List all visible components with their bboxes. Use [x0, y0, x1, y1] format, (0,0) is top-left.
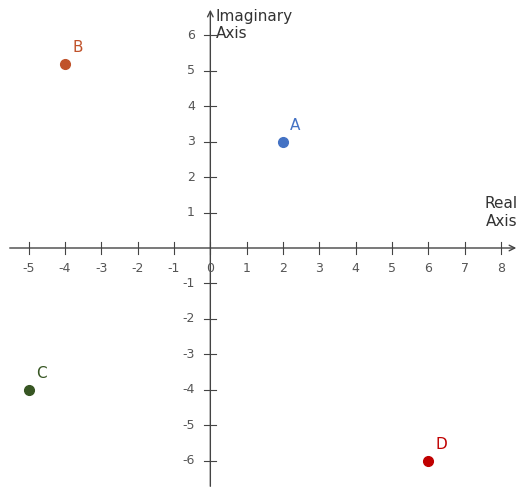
- Text: -1: -1: [183, 277, 195, 290]
- Text: 1: 1: [187, 206, 195, 219]
- Text: -4: -4: [59, 262, 71, 275]
- Text: 8: 8: [497, 262, 505, 275]
- Text: -3: -3: [95, 262, 107, 275]
- Text: D: D: [436, 437, 447, 452]
- Text: Real
Axis: Real Axis: [484, 196, 517, 229]
- Text: 5: 5: [388, 262, 396, 275]
- Text: -6: -6: [183, 454, 195, 467]
- Text: -2: -2: [183, 312, 195, 325]
- Text: -5: -5: [183, 419, 195, 432]
- Text: B: B: [72, 40, 83, 55]
- Text: -5: -5: [23, 262, 35, 275]
- Text: 4: 4: [187, 100, 195, 113]
- Text: 7: 7: [461, 262, 469, 275]
- Text: 0: 0: [206, 262, 214, 275]
- Text: -2: -2: [132, 262, 144, 275]
- Text: A: A: [290, 118, 301, 133]
- Text: 6: 6: [424, 262, 432, 275]
- Text: 2: 2: [187, 171, 195, 184]
- Text: 1: 1: [242, 262, 250, 275]
- Text: 4: 4: [352, 262, 360, 275]
- Text: -3: -3: [183, 348, 195, 361]
- Text: Imaginary
Axis: Imaginary Axis: [216, 9, 293, 41]
- Text: -1: -1: [168, 262, 180, 275]
- Text: C: C: [36, 366, 47, 381]
- Text: 3: 3: [187, 135, 195, 148]
- Text: 2: 2: [279, 262, 287, 275]
- Text: 3: 3: [316, 262, 323, 275]
- Text: -4: -4: [183, 383, 195, 396]
- Text: 5: 5: [187, 64, 195, 77]
- Text: 6: 6: [187, 29, 195, 42]
